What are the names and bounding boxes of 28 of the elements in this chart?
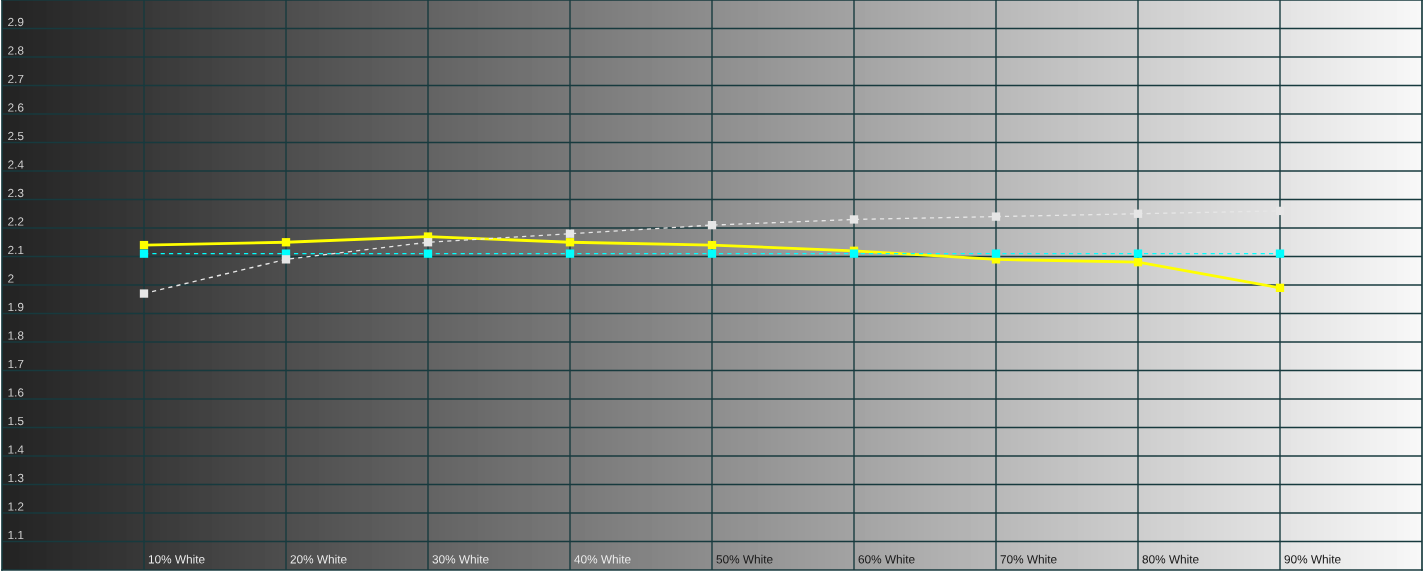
x-tick-label: 10% White [148,554,205,564]
y-tick-label: 2.5 [8,131,24,141]
y-tick-label: 2.7 [8,74,24,84]
x-tick-label: 90% White [1284,554,1341,564]
y-tick-label: 2.8 [8,46,24,55]
x-tick-label: 30% White [432,554,489,564]
y-tick-label: 2.1 [8,245,24,255]
y-tick-label: 2.2 [8,217,24,226]
y-tick-label: 2.9 [8,17,24,27]
y-tick-label: 1.7 [8,359,24,369]
x-tick-label: 20% White [290,554,347,564]
y-tick-label: 1.2 [8,502,24,511]
y-tick-label: 1.5 [8,416,24,426]
x-tick-label: 70% White [1000,554,1057,564]
y-tick-label: 1.9 [8,302,24,312]
y-tick-label: 1.6 [8,388,24,397]
x-tick-label: 60% White [858,554,915,564]
y-tick-label: 1.3 [8,473,24,483]
y-tick-label: 1.1 [8,530,24,540]
x-tick-label: 40% White [574,554,631,564]
y-tick-label: 1.4 [8,445,24,454]
y-tick-label: 1.8 [8,331,24,340]
y-tick-label: 2.6 [8,103,24,112]
y-tick-label: 2.3 [8,188,24,198]
x-tick-label: 50% White [716,554,773,564]
x-tick-label: 80% White [1142,554,1199,564]
y-tick-label: 2 [8,274,14,283]
y-tick-label: 2.4 [8,160,24,169]
